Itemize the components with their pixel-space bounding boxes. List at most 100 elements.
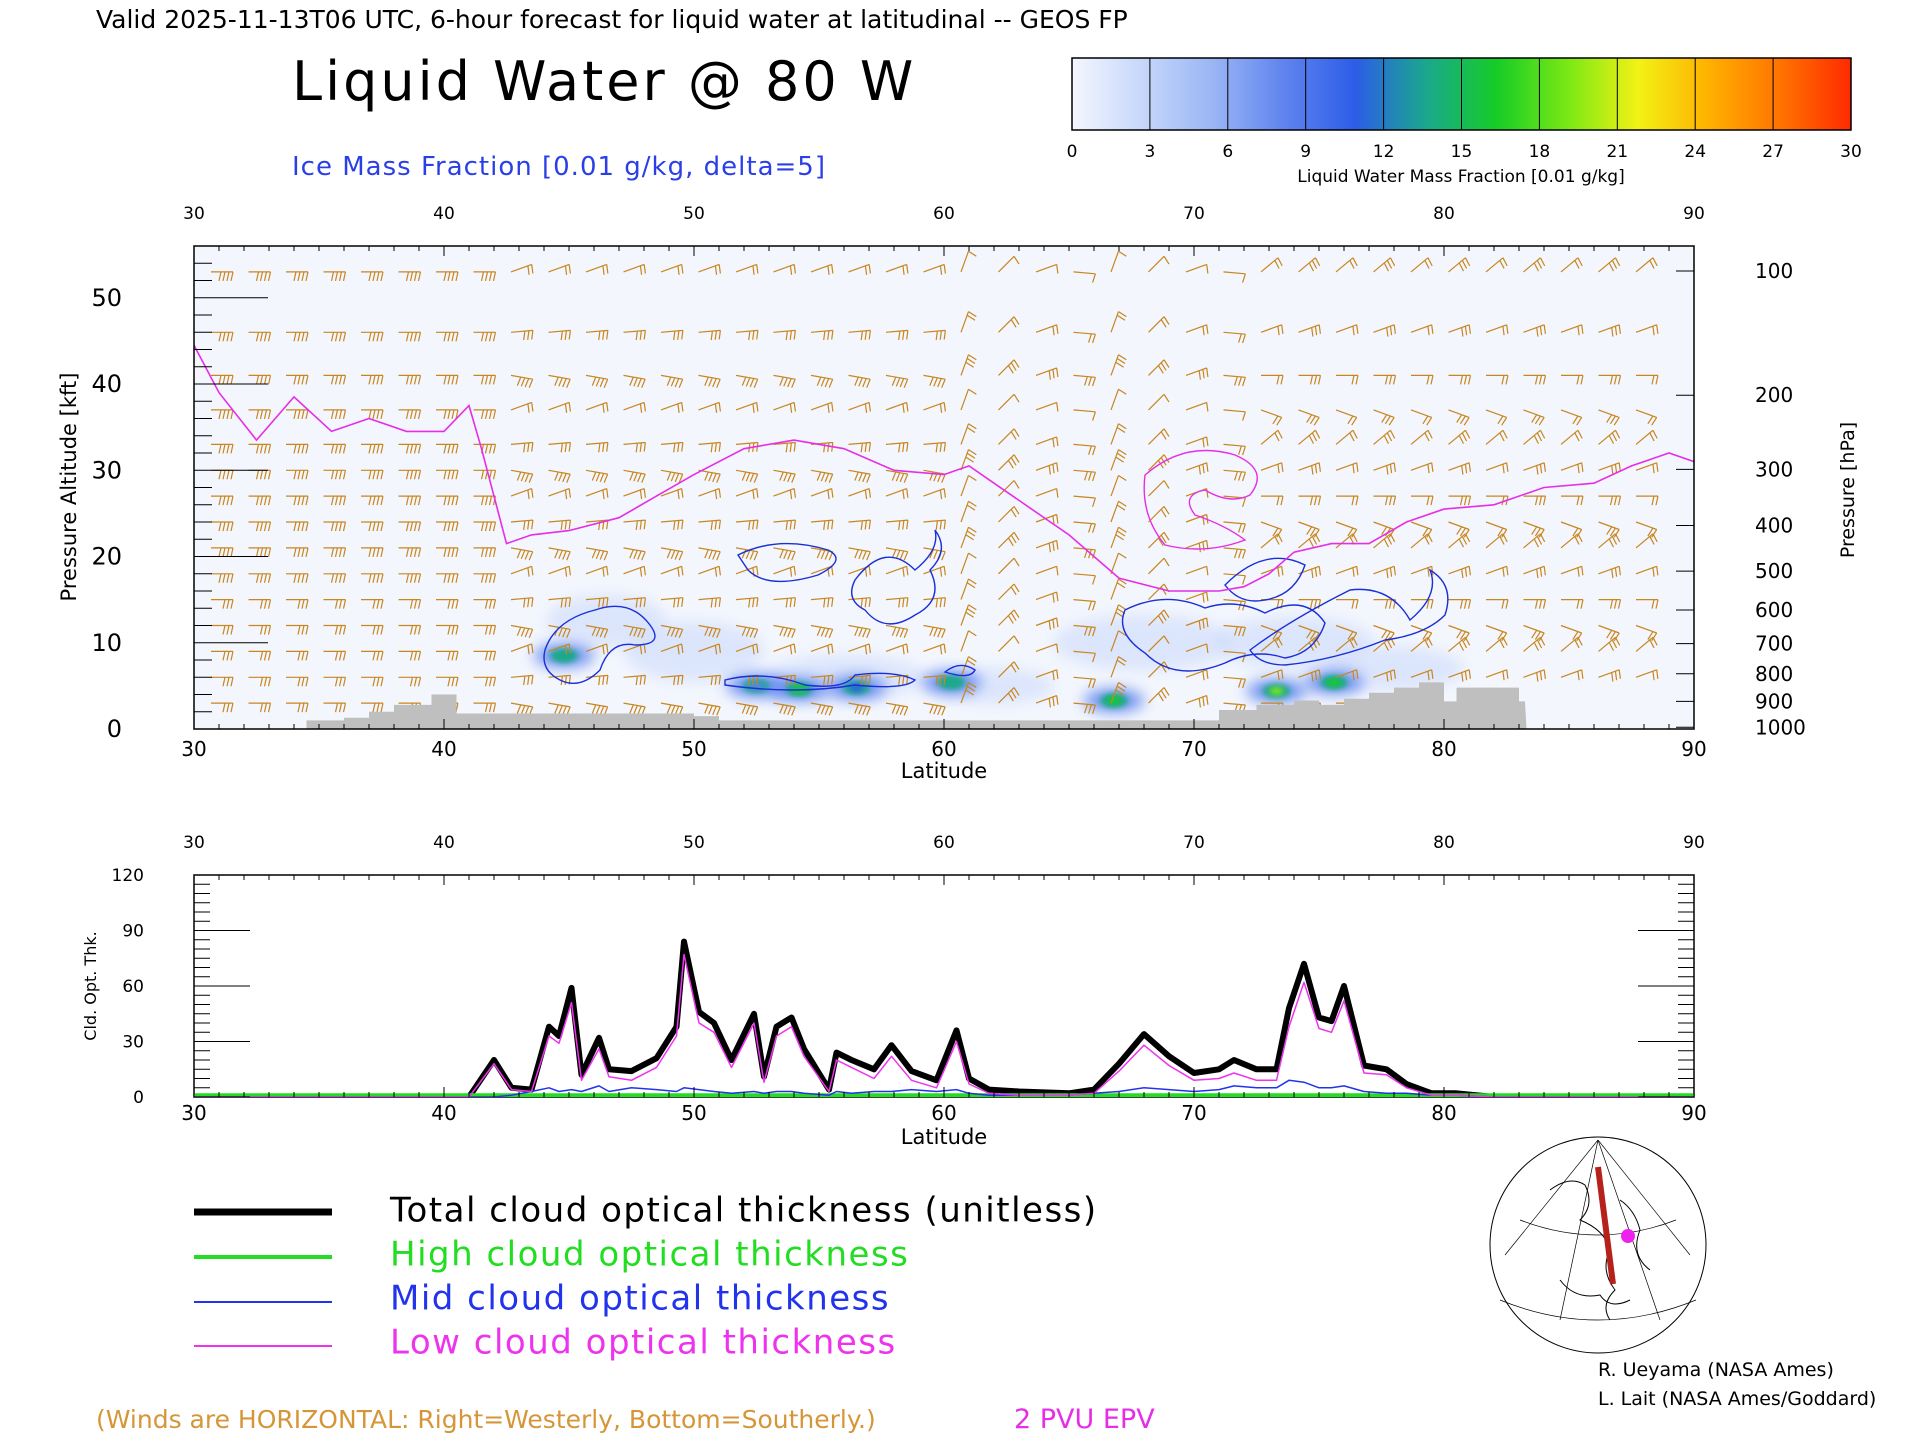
wind-barb — [1598, 257, 1621, 273]
wind-barb — [923, 565, 946, 577]
wind-barbs — [211, 250, 1659, 716]
wind-barb — [810, 643, 834, 655]
wind-barb — [1335, 409, 1358, 426]
wind-barb — [1373, 462, 1396, 475]
wind-barb — [436, 599, 459, 609]
wind-barb — [848, 547, 871, 561]
wind-barb — [398, 650, 422, 661]
wind-barb — [436, 409, 459, 420]
wind-barb — [323, 374, 347, 385]
x-tick-label-2: 40 — [431, 1101, 456, 1125]
y-axis-label-2: Cld. Opt. Thk. — [81, 931, 100, 1040]
wind-barb — [698, 329, 721, 341]
plot-background — [194, 246, 1694, 729]
wind-barb — [735, 263, 759, 275]
wind-barb — [323, 271, 347, 282]
wind-barb — [1485, 462, 1509, 474]
wind-barb — [361, 547, 384, 558]
wind-barb — [548, 263, 571, 275]
wind-barb — [548, 329, 571, 341]
wind-barb — [248, 521, 272, 532]
wind-barb — [1148, 359, 1170, 376]
wind-barb — [398, 409, 422, 420]
wind-barb — [623, 565, 646, 577]
wind-barb — [960, 423, 977, 445]
wind-barb — [510, 401, 534, 413]
wind-barb — [1560, 565, 1584, 577]
wind-barb — [848, 401, 871, 413]
wind-barb — [1073, 599, 1096, 611]
wind-barb — [1373, 669, 1396, 682]
wind-barb — [660, 702, 684, 716]
wind-barb — [1448, 462, 1471, 475]
wind-barb — [1035, 462, 1059, 475]
wind-barb — [436, 676, 459, 687]
colorbar-tick-label: 27 — [1762, 142, 1784, 162]
wind-barb — [211, 599, 234, 609]
wind-barb — [998, 505, 1020, 523]
wind-barb — [1148, 557, 1170, 575]
wind-barb — [810, 624, 834, 639]
wind-barb — [1635, 636, 1658, 652]
wind-barb — [1073, 331, 1096, 344]
wind-barb — [960, 630, 977, 652]
wind-barb — [623, 329, 646, 341]
pressure-tick-label: 500 — [1755, 559, 1793, 583]
wind-barb — [436, 469, 459, 480]
wind-barb — [1635, 324, 1659, 336]
wind-barb — [1185, 462, 1209, 475]
wind-barb — [1486, 374, 1509, 385]
wind-barb — [1185, 263, 1209, 274]
wind-barb — [773, 329, 796, 341]
series-mid-line — [194, 1079, 1694, 1097]
wind-barb — [585, 565, 609, 577]
wind-barb — [1598, 533, 1621, 549]
wind-barb — [398, 599, 422, 609]
wind-barb — [1035, 643, 1059, 654]
wind-barb — [1035, 539, 1059, 553]
ice-contour — [943, 664, 976, 677]
wind-barb — [1261, 495, 1284, 506]
wind-barb — [1260, 324, 1284, 336]
x-tick-label-top-2: 80 — [1433, 833, 1455, 853]
wind-barb — [885, 643, 909, 655]
x-tick-label-top: 60 — [933, 204, 955, 224]
wind-barb — [960, 474, 977, 497]
wind-barb — [398, 443, 422, 454]
wind-barb — [1635, 409, 1658, 426]
wind-barb — [1298, 669, 1321, 682]
ice-contour — [736, 542, 837, 583]
wind-barb — [1035, 367, 1059, 380]
wind-barb — [1373, 324, 1396, 337]
wind-barb — [1411, 495, 1434, 506]
wind-barb — [1485, 521, 1508, 538]
wind-barb — [1598, 462, 1621, 475]
wind-barb — [960, 388, 977, 411]
wind-barb — [1410, 636, 1433, 652]
wind-barb — [1485, 624, 1508, 642]
wind-barb — [848, 488, 871, 500]
wind-barb — [1448, 624, 1470, 642]
wind-barb — [1448, 565, 1471, 579]
colorbar-tick-label: 6 — [1222, 142, 1233, 162]
wind-barb — [1110, 500, 1127, 523]
wind-barb — [1485, 669, 1509, 681]
wind-barb — [548, 702, 571, 716]
wind-barb — [1410, 521, 1433, 538]
wind-barb — [660, 441, 684, 453]
wind-barb — [1148, 255, 1170, 273]
wind-barb — [510, 441, 534, 453]
wind-barb — [998, 255, 1020, 273]
wind-barb — [323, 443, 347, 454]
wind-barb — [1298, 521, 1320, 538]
wind-barb — [211, 650, 234, 661]
wind-barb — [698, 441, 721, 453]
x-tick-label-2: 60 — [931, 1101, 956, 1125]
wind-barb — [1410, 257, 1433, 273]
wind-barb — [398, 573, 422, 583]
wind-barb — [735, 624, 759, 639]
wind-barb — [1336, 374, 1359, 385]
wind-barb — [1185, 436, 1209, 448]
subtitle: Ice Mass Fraction [0.01 g/kg, delta=5] — [292, 152, 826, 182]
x-tick-label: 80 — [1431, 737, 1456, 761]
